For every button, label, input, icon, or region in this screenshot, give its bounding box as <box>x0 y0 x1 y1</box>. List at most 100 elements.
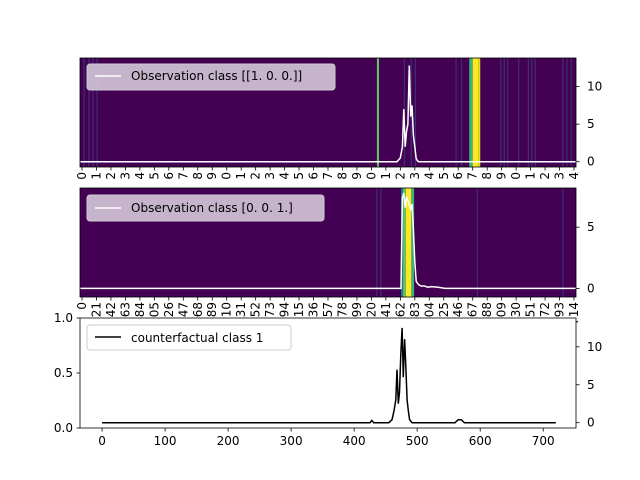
x-tick-label: 0 <box>364 172 378 180</box>
faint-band <box>534 58 536 167</box>
faint-band <box>566 58 568 167</box>
panel-top-right-ticks: 0 5 10 <box>576 80 602 169</box>
x-tick-label: 100 <box>154 434 177 448</box>
left-tick-label: 1.0 <box>54 311 73 325</box>
faint-band <box>562 188 564 297</box>
faint-band <box>503 58 505 167</box>
x-tick-label: 4 <box>422 172 436 180</box>
right-tick-label: 5 <box>587 220 595 234</box>
right-tick-label: 5 <box>587 378 595 392</box>
highlight-band <box>405 188 412 297</box>
highlight-band <box>469 58 473 167</box>
x-tick-label: 1 <box>379 172 393 180</box>
x-tick-label: 5 <box>437 172 451 180</box>
panel-bottom-legend-box <box>86 324 292 351</box>
faint-band <box>414 58 416 167</box>
highlight-band <box>478 58 481 167</box>
panel-top-legend-box <box>86 63 336 91</box>
right-tick-label: 10 <box>587 80 602 94</box>
x-tick-label: 8 <box>480 172 494 180</box>
x-tick-label: 42 <box>104 302 118 317</box>
faint-band <box>376 188 378 297</box>
x-tick-label: 84 <box>133 302 147 317</box>
panel-bottom-series-line <box>102 327 556 424</box>
right-tick-label: 10 <box>587 340 602 354</box>
panel-middle-legend: Observation class [0. 0. 1.] <box>86 194 325 222</box>
panel-middle-legend-box <box>86 194 325 222</box>
right-tick-label: 0 <box>587 416 595 430</box>
faint-band <box>500 58 502 167</box>
faint-band <box>83 58 85 167</box>
faint-band <box>460 58 463 167</box>
left-tick-label: 0.0 <box>54 421 73 435</box>
panel-middle-heatmap: 0 21 42 63 84 105 126 147 168 189 210 231 252 273 294 3… <box>75 187 595 325</box>
x-tick-label: 9 <box>495 172 509 180</box>
highlight-band <box>376 58 379 167</box>
faint-band <box>531 58 533 167</box>
x-tick-label: 3 <box>263 172 277 180</box>
panel-bottom-right-ticks: 0 5 10 <box>576 340 602 430</box>
x-tick-label: 4 <box>133 172 147 180</box>
left-tick-label: 0.5 <box>54 366 73 380</box>
panel-bottom-left-ticks: 0.0 0.5 1.0 <box>54 311 80 435</box>
x-tick-label: 9 <box>350 172 364 180</box>
panel-top-legend: Observation class [[1. 0. 0.]] <box>86 63 336 91</box>
panel-top-series-line <box>80 65 576 163</box>
panel-bottom-legend-label: counterfactual class 1 <box>131 331 263 345</box>
x-tick-label: 8 <box>191 172 205 180</box>
right-tick-label: 5 <box>587 117 595 131</box>
faint-band <box>92 58 94 167</box>
x-tick-label: 6 <box>162 172 176 180</box>
x-tick-label: 6 <box>307 172 321 180</box>
panel-top-highlight-bands <box>376 58 481 167</box>
highlight-band <box>411 188 415 297</box>
x-tick-label: 3 <box>408 172 422 180</box>
panel-middle-legend-label: Observation class [0. 0. 1.] <box>131 201 293 215</box>
panel-bottom-x-ticks: 0 100 200 300 400 500 600 700 <box>98 428 555 448</box>
x-tick-label: 21 <box>89 302 103 317</box>
x-tick-label: 2 <box>249 172 263 180</box>
x-tick-label: 9 <box>205 172 219 180</box>
x-tick-label: 600 <box>469 434 492 448</box>
x-tick-label: 7 <box>321 172 335 180</box>
x-tick-label: 3 <box>118 172 132 180</box>
x-tick-label: 300 <box>280 434 303 448</box>
faint-band <box>455 58 457 167</box>
x-tick-label: 0 <box>75 172 89 180</box>
x-tick-label: 2 <box>104 172 118 180</box>
panel-bottom-line: 0 100 200 300 400 500 600 700 0.0 0.5 1.0 0 5 10 co… <box>54 311 602 448</box>
x-tick-label: 2 <box>538 172 552 180</box>
faint-band <box>476 188 478 297</box>
panel-bottom-legend: counterfactual class 1 <box>86 324 292 351</box>
panel-middle-series-line <box>80 192 576 290</box>
x-tick-label: 2 <box>393 172 407 180</box>
highlight-band <box>472 58 479 167</box>
x-tick-label: 5 <box>292 172 306 180</box>
x-tick-label: 7 <box>466 172 480 180</box>
faint-band <box>96 58 98 167</box>
x-tick-label: 8 <box>335 172 349 180</box>
highlight-band <box>403 188 406 297</box>
x-tick-label: 0 <box>98 434 106 448</box>
x-tick-label: 5 <box>147 172 161 180</box>
panel-middle-faint-bands <box>376 188 564 297</box>
x-tick-label: 0 <box>75 302 89 310</box>
x-tick-label: 3 <box>553 172 567 180</box>
panel-middle-right-ticks: 05 <box>576 220 595 295</box>
x-tick-label: 200 <box>217 434 240 448</box>
x-tick-label: 63 <box>118 302 132 317</box>
right-tick-label: 0 <box>587 281 595 295</box>
faint-band <box>562 58 564 167</box>
x-tick-label: 700 <box>532 434 555 448</box>
faint-band <box>380 188 382 297</box>
faint-band <box>507 58 509 167</box>
faint-band <box>527 58 529 167</box>
panel-top-faint-bands <box>83 58 572 167</box>
panel-top-legend-label: Observation class [[1. 0. 0.]] <box>131 69 302 83</box>
x-tick-label: 7 <box>176 172 190 180</box>
x-tick-label: 6 <box>451 172 465 180</box>
x-tick-label: 4 <box>567 172 581 180</box>
